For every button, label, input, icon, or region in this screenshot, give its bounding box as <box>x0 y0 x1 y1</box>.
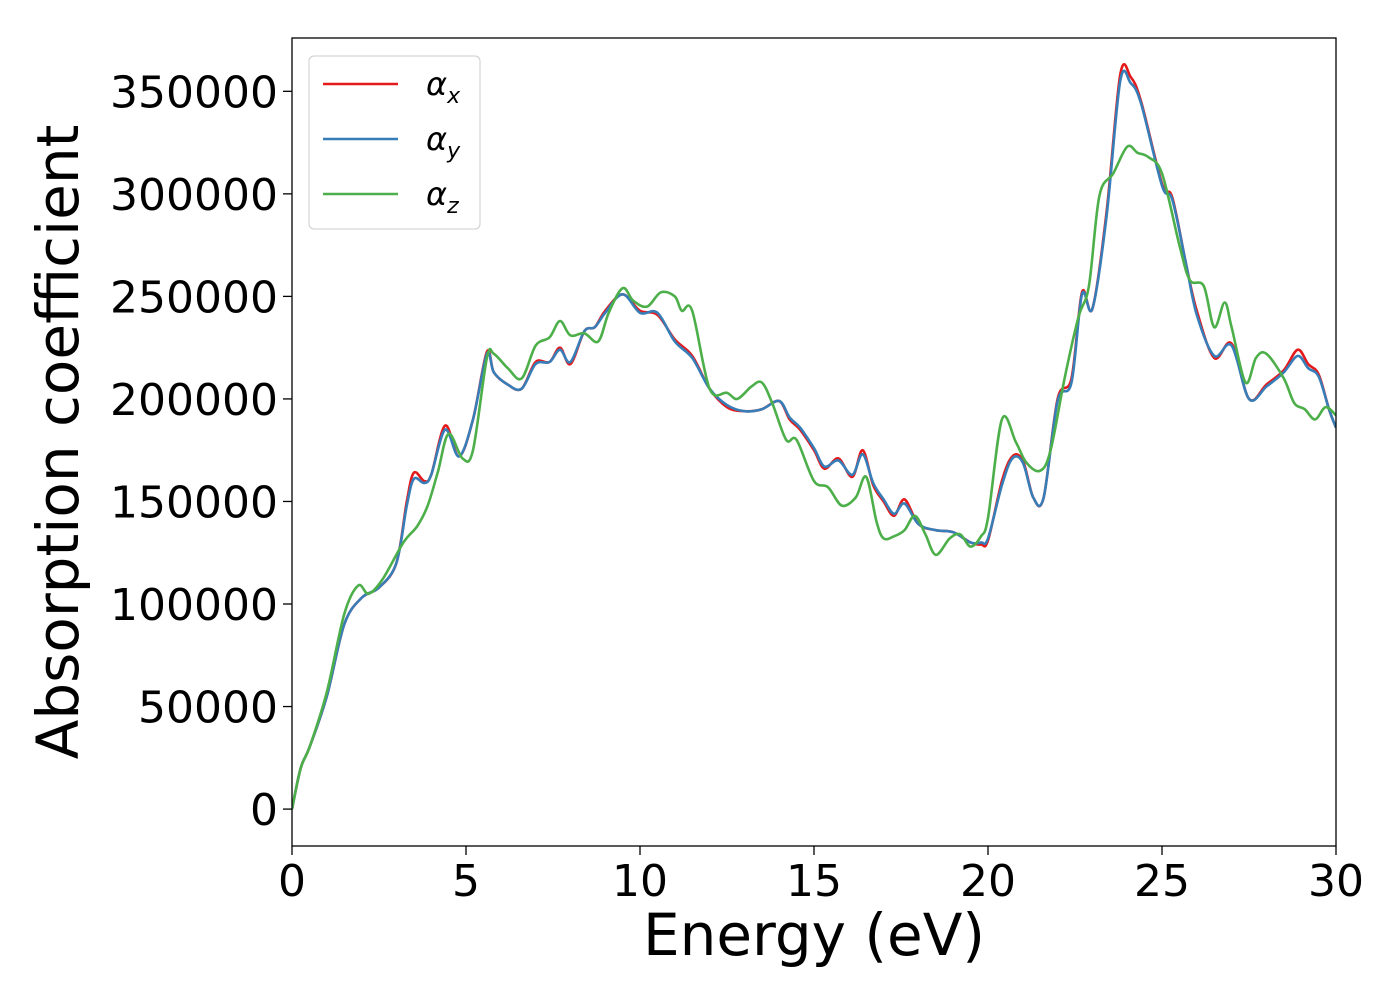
x-tick-label: 15 <box>786 856 842 907</box>
y-tick-label: 50000 <box>138 683 278 734</box>
x-axis-ticks: 0 5 10 15 20 25 30 <box>278 846 1364 907</box>
x-tick-label: 30 <box>1308 856 1364 907</box>
x-tick-label: 5 <box>452 856 480 907</box>
y-axis-title: Absorption coefficient <box>24 125 92 760</box>
y-axis-ticks: 0 50000 100000 150000 200000 250000 300000 3500… <box>110 67 292 836</box>
y-tick-label: 200000 <box>110 375 278 426</box>
x-tick-label: 20 <box>960 856 1016 907</box>
series-layer <box>292 63 1336 810</box>
x-tick-label: 10 <box>612 856 668 907</box>
legend-box <box>308 55 481 230</box>
y-tick-label: 350000 <box>110 67 278 118</box>
y-tick-label: 250000 <box>110 272 278 323</box>
y-tick-label: 150000 <box>110 477 278 528</box>
y-tick-label: 0 <box>250 785 278 836</box>
y-tick-label: 300000 <box>110 170 278 221</box>
series-line-z <box>292 144 1336 810</box>
x-tick-label: 0 <box>278 856 306 907</box>
x-axis-title: Energy (eV) <box>643 901 985 969</box>
y-tick-label: 100000 <box>110 580 278 631</box>
x-tick-label: 25 <box>1134 856 1190 907</box>
series-line-y <box>292 69 1336 810</box>
